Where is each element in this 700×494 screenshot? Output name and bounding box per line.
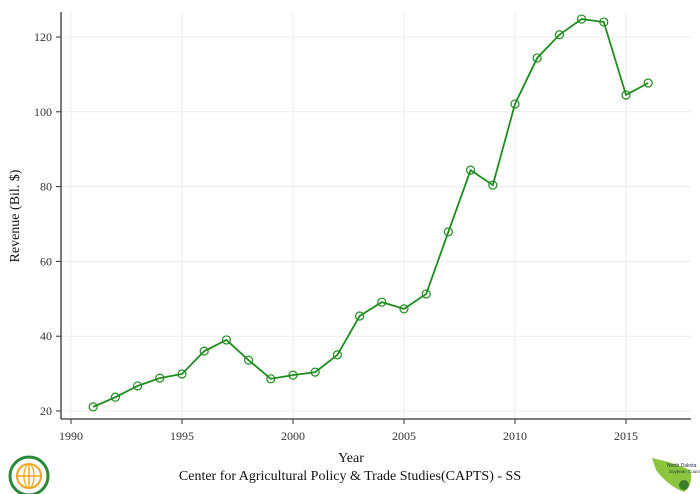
data-point-1993: [133, 381, 143, 391]
svg-text:North Dakota: North Dakota: [667, 463, 697, 469]
data-point-2015: [621, 90, 631, 100]
data-point-2011: [532, 53, 542, 63]
y-tick-label: 100: [34, 105, 52, 119]
y-axis-label: Revenue (Bil. $): [8, 169, 23, 262]
data-point-1999: [266, 374, 276, 384]
data-point-1997: [221, 335, 231, 345]
data-point-1998: [244, 355, 254, 365]
data-point-2005: [399, 304, 409, 314]
gridlines: [62, 12, 691, 418]
data-point-2010: [510, 99, 520, 109]
data-point-2006: [421, 289, 431, 299]
footer-caption: Center for Agricultural Policy & Trade S…: [179, 469, 521, 484]
capts-logo: [8, 455, 50, 494]
data-point-2012: [554, 30, 565, 40]
data-point-2016: [643, 78, 653, 88]
data-point-2003: [355, 311, 365, 321]
data-point-2009: [488, 180, 498, 190]
x-tick-label: 2005: [392, 429, 416, 443]
soybean-council-logo: North Dakota Soybean Council: [652, 458, 700, 492]
data-point-2004: [377, 297, 387, 307]
data-point-2014: [599, 17, 609, 27]
data-point-2002: [332, 350, 342, 360]
data-point-2001: [310, 367, 320, 377]
series-revenue: [88, 14, 653, 412]
svg-text:Soybean Council: Soybean Council: [669, 469, 700, 474]
x-axis-label: Year: [338, 451, 364, 466]
x-tick-label: 1990: [59, 429, 83, 443]
x-tick-label: 2015: [614, 429, 638, 443]
y-tick-label: 40: [40, 329, 52, 343]
data-point-1995: [177, 369, 187, 379]
data-point-1996: [199, 346, 209, 356]
data-point-2013: [576, 14, 587, 24]
data-point-2000: [288, 370, 298, 380]
ticks: 1990 1995 2000 2005 2010 2015 20 40 60 80 100 120: [34, 30, 638, 443]
y-tick-label: 120: [34, 30, 52, 44]
x-tick-label: 2000: [281, 429, 305, 443]
data-point-1994: [155, 373, 165, 383]
y-tick-label: 80: [40, 180, 52, 194]
y-tick-label: 20: [40, 404, 52, 418]
x-tick-label: 2010: [503, 429, 527, 443]
data-point-1991: [88, 402, 98, 412]
data-point-2008: [466, 165, 476, 175]
y-tick-label: 60: [40, 254, 52, 268]
data-point-1992: [110, 392, 121, 402]
x-tick-label: 1995: [170, 429, 194, 443]
data-point-2007: [443, 227, 453, 237]
series-line: [92, 18, 649, 408]
